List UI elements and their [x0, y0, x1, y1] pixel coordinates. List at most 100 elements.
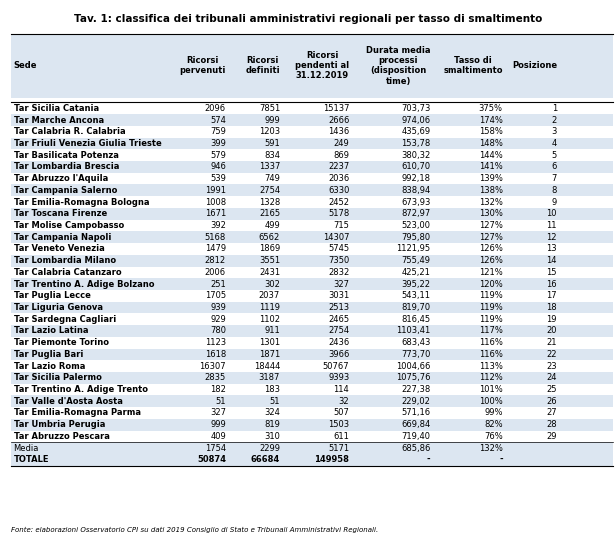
- Text: 1301: 1301: [259, 338, 280, 347]
- Text: 1004,66: 1004,66: [396, 361, 431, 371]
- Text: Fonte: elaborazioni Osservatorio CPI su dati 2019 Consiglio di Stato e Tribunali: Fonte: elaborazioni Osservatorio CPI su …: [11, 527, 378, 533]
- Text: 543,11: 543,11: [402, 291, 431, 300]
- Text: Tar Piemonte Torino: Tar Piemonte Torino: [14, 338, 108, 347]
- Bar: [11, 267, 613, 278]
- Text: 1102: 1102: [259, 314, 280, 324]
- Text: 1121,95: 1121,95: [397, 244, 431, 253]
- Text: 7: 7: [551, 174, 557, 183]
- Text: 2812: 2812: [205, 256, 226, 265]
- Bar: [11, 208, 613, 220]
- Text: 2452: 2452: [328, 197, 349, 207]
- Bar: [11, 419, 613, 431]
- Text: Tar Molise Campobasso: Tar Molise Campobasso: [14, 221, 124, 230]
- Text: Tar Calabria Catanzaro: Tar Calabria Catanzaro: [14, 268, 121, 277]
- Text: 2096: 2096: [205, 104, 226, 113]
- Text: 685,86: 685,86: [401, 444, 431, 453]
- Text: Ricorsi
pervenuti: Ricorsi pervenuti: [179, 57, 226, 75]
- Text: 132%: 132%: [479, 444, 503, 453]
- Text: 5178: 5178: [328, 209, 349, 219]
- Text: 12: 12: [546, 233, 557, 242]
- Text: 999: 999: [264, 116, 280, 125]
- Text: 2754: 2754: [328, 326, 349, 336]
- Bar: [11, 161, 613, 173]
- Text: 1991: 1991: [205, 186, 226, 195]
- Text: 126%: 126%: [479, 244, 503, 253]
- Text: 25: 25: [546, 385, 557, 394]
- Text: Tar Abruzzo Pescara: Tar Abruzzo Pescara: [14, 432, 110, 441]
- Text: 10: 10: [546, 209, 557, 219]
- Text: 499: 499: [264, 221, 280, 230]
- Text: Tar Abruzzo l'Aquila: Tar Abruzzo l'Aquila: [14, 174, 108, 183]
- Text: 119%: 119%: [479, 291, 503, 300]
- Bar: [11, 290, 613, 302]
- Text: 375%: 375%: [479, 104, 503, 113]
- Text: 2666: 2666: [328, 116, 349, 125]
- Bar: [11, 407, 613, 419]
- Text: Tar Toscana Firenze: Tar Toscana Firenze: [14, 209, 107, 219]
- Text: 8: 8: [551, 186, 557, 195]
- Text: 1: 1: [552, 104, 557, 113]
- Text: 327: 327: [333, 280, 349, 289]
- Text: 99%: 99%: [484, 408, 503, 417]
- Text: 2835: 2835: [205, 373, 226, 383]
- Text: 869: 869: [333, 150, 349, 160]
- Text: 153,78: 153,78: [401, 139, 431, 148]
- Text: 28: 28: [546, 420, 557, 429]
- Text: Tar Emilia-Romagna Bologna: Tar Emilia-Romagna Bologna: [14, 197, 149, 207]
- Text: 523,00: 523,00: [402, 221, 431, 230]
- Text: 425,21: 425,21: [402, 268, 431, 277]
- Text: Tar Lazio Roma: Tar Lazio Roma: [14, 361, 85, 371]
- Text: 611: 611: [333, 432, 349, 441]
- Bar: [11, 220, 613, 231]
- Bar: [11, 149, 613, 161]
- Text: 715: 715: [333, 221, 349, 230]
- Text: 7350: 7350: [328, 256, 349, 265]
- Text: 183: 183: [264, 385, 280, 394]
- Text: 51: 51: [216, 397, 226, 406]
- Text: 3: 3: [551, 127, 557, 136]
- Text: 834: 834: [264, 150, 280, 160]
- Text: 974,06: 974,06: [402, 116, 431, 125]
- Text: 911: 911: [264, 326, 280, 336]
- Text: 2165: 2165: [259, 209, 280, 219]
- Text: 1436: 1436: [328, 127, 349, 136]
- Text: Tav. 1: classifica dei tribunali amministrativi regionali per tasso di smaltimen: Tav. 1: classifica dei tribunali amminis…: [74, 14, 542, 23]
- Text: 116%: 116%: [479, 338, 503, 347]
- Bar: [11, 454, 613, 465]
- Text: 117%: 117%: [479, 326, 503, 336]
- Text: 2431: 2431: [259, 268, 280, 277]
- Text: 773,70: 773,70: [401, 350, 431, 359]
- Text: Tar Lombardia Brescia: Tar Lombardia Brescia: [14, 162, 119, 172]
- Bar: [11, 278, 613, 290]
- Text: 113%: 113%: [479, 361, 503, 371]
- Text: 126%: 126%: [479, 256, 503, 265]
- Text: 9393: 9393: [328, 373, 349, 383]
- Text: 50874: 50874: [197, 455, 226, 464]
- Text: 5168: 5168: [205, 233, 226, 242]
- Text: TOTALE: TOTALE: [14, 455, 49, 464]
- Text: 7851: 7851: [259, 104, 280, 113]
- Text: 32: 32: [339, 397, 349, 406]
- Text: 24: 24: [546, 373, 557, 383]
- Bar: [11, 243, 613, 255]
- Bar: [11, 384, 613, 396]
- Text: 132%: 132%: [479, 197, 503, 207]
- Text: 409: 409: [210, 432, 226, 441]
- Text: 1869: 1869: [259, 244, 280, 253]
- Text: 9: 9: [552, 197, 557, 207]
- Text: 1618: 1618: [205, 350, 226, 359]
- Text: 755,49: 755,49: [402, 256, 431, 265]
- Bar: [11, 196, 613, 208]
- Text: 141%: 141%: [479, 162, 503, 172]
- Bar: [11, 372, 613, 384]
- Text: Tar Sicilia Palermo: Tar Sicilia Palermo: [14, 373, 102, 383]
- Text: 2754: 2754: [259, 186, 280, 195]
- Text: Tar Liguria Genova: Tar Liguria Genova: [14, 303, 102, 312]
- Text: 302: 302: [264, 280, 280, 289]
- Text: Tar Marche Ancona: Tar Marche Ancona: [14, 116, 103, 125]
- Text: 138%: 138%: [479, 186, 503, 195]
- Text: 251: 251: [210, 280, 226, 289]
- Text: 182: 182: [210, 385, 226, 394]
- Text: 719,40: 719,40: [402, 432, 431, 441]
- Text: Tar Sicilia Catania: Tar Sicilia Catania: [14, 104, 99, 113]
